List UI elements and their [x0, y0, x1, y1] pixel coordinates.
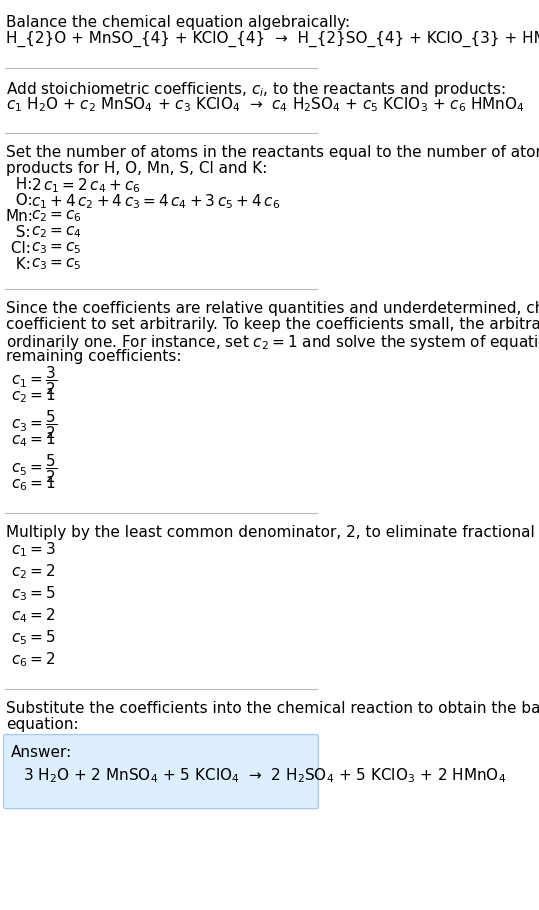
- Text: S:: S:: [6, 225, 31, 239]
- Text: H:: H:: [6, 177, 32, 192]
- Text: Balance the chemical equation algebraically:: Balance the chemical equation algebraica…: [6, 15, 350, 30]
- Text: products for H, O, Mn, S, Cl and K:: products for H, O, Mn, S, Cl and K:: [6, 160, 267, 176]
- Text: $c_4 = 2$: $c_4 = 2$: [11, 607, 55, 625]
- Text: $c_5 = \dfrac{5}{2}$: $c_5 = \dfrac{5}{2}$: [11, 452, 57, 485]
- Text: remaining coefficients:: remaining coefficients:: [6, 349, 182, 364]
- Text: equation:: equation:: [6, 716, 79, 732]
- Text: $2\,c_1 = 2\,c_4 + c_6$: $2\,c_1 = 2\,c_4 + c_6$: [31, 177, 141, 196]
- Text: $c_3 = 5$: $c_3 = 5$: [11, 584, 56, 603]
- Text: $c_4 = 1$: $c_4 = 1$: [11, 430, 56, 450]
- Text: $c_5 = 5$: $c_5 = 5$: [11, 629, 56, 647]
- Text: K:: K:: [6, 257, 31, 271]
- Text: $c_2 = c_6$: $c_2 = c_6$: [31, 208, 82, 224]
- Text: $c_3 = \dfrac{5}{2}$: $c_3 = \dfrac{5}{2}$: [11, 409, 57, 441]
- Text: $c_1 = 3$: $c_1 = 3$: [11, 541, 56, 560]
- Text: Set the number of atoms in the reactants equal to the number of atoms in the: Set the number of atoms in the reactants…: [6, 145, 539, 159]
- Text: $c_3 = c_5$: $c_3 = c_5$: [31, 257, 81, 272]
- Text: Add stoichiometric coefficients, $c_i$, to the reactants and products:: Add stoichiometric coefficients, $c_i$, …: [6, 80, 506, 99]
- Text: 3 H$_2$O + 2 MnSO$_4$ + 5 KClO$_4$  →  2 H$_2$SO$_4$ + 5 KClO$_3$ + 2 HMnO$_4$: 3 H$_2$O + 2 MnSO$_4$ + 5 KClO$_4$ → 2 H…: [23, 766, 506, 785]
- Text: $c_2 = 1$: $c_2 = 1$: [11, 387, 56, 405]
- Text: Cl:: Cl:: [6, 240, 31, 256]
- Text: Since the coefficients are relative quantities and underdetermined, choose a: Since the coefficients are relative quan…: [6, 300, 539, 316]
- FancyBboxPatch shape: [4, 734, 319, 809]
- Text: O:: O:: [6, 193, 32, 207]
- Text: $c_3 = c_5$: $c_3 = c_5$: [31, 240, 81, 257]
- Text: $c_1 = \dfrac{3}{2}$: $c_1 = \dfrac{3}{2}$: [11, 365, 57, 398]
- Text: $c_1 + 4\,c_2 + 4\,c_3 = 4\,c_4 + 3\,c_5 + 4\,c_6$: $c_1 + 4\,c_2 + 4\,c_3 = 4\,c_4 + 3\,c_5…: [31, 193, 280, 211]
- Text: $c_2 = 2$: $c_2 = 2$: [11, 562, 55, 581]
- Text: Answer:: Answer:: [11, 744, 72, 760]
- Text: Mn:: Mn:: [6, 208, 34, 224]
- Text: $c_6 = 1$: $c_6 = 1$: [11, 475, 56, 493]
- Text: coefficient to set arbitrarily. To keep the coefficients small, the arbitrary va: coefficient to set arbitrarily. To keep …: [6, 317, 539, 331]
- Text: $c_6 = 2$: $c_6 = 2$: [11, 651, 55, 669]
- Text: $c_1$ H$_2$O + $c_2$ MnSO$_4$ + $c_3$ KClO$_4$  →  $c_4$ H$_2$SO$_4$ + $c_5$ KCl: $c_1$ H$_2$O + $c_2$ MnSO$_4$ + $c_3$ KC…: [6, 96, 525, 115]
- Text: Multiply by the least common denominator, 2, to eliminate fractional coefficient: Multiply by the least common denominator…: [6, 524, 539, 540]
- Text: ordinarily one. For instance, set $c_2 = 1$ and solve the system of equations fo: ordinarily one. For instance, set $c_2 =…: [6, 332, 539, 351]
- Text: $c_2 = c_4$: $c_2 = c_4$: [31, 225, 82, 240]
- Text: H_{2}O + MnSO_{4} + KClO_{4}  →  H_{2}SO_{4} + KClO_{3} + HMnO_{4}: H_{2}O + MnSO_{4} + KClO_{4} → H_{2}SO_{…: [6, 31, 539, 47]
- Text: Substitute the coefficients into the chemical reaction to obtain the balanced: Substitute the coefficients into the che…: [6, 701, 539, 715]
